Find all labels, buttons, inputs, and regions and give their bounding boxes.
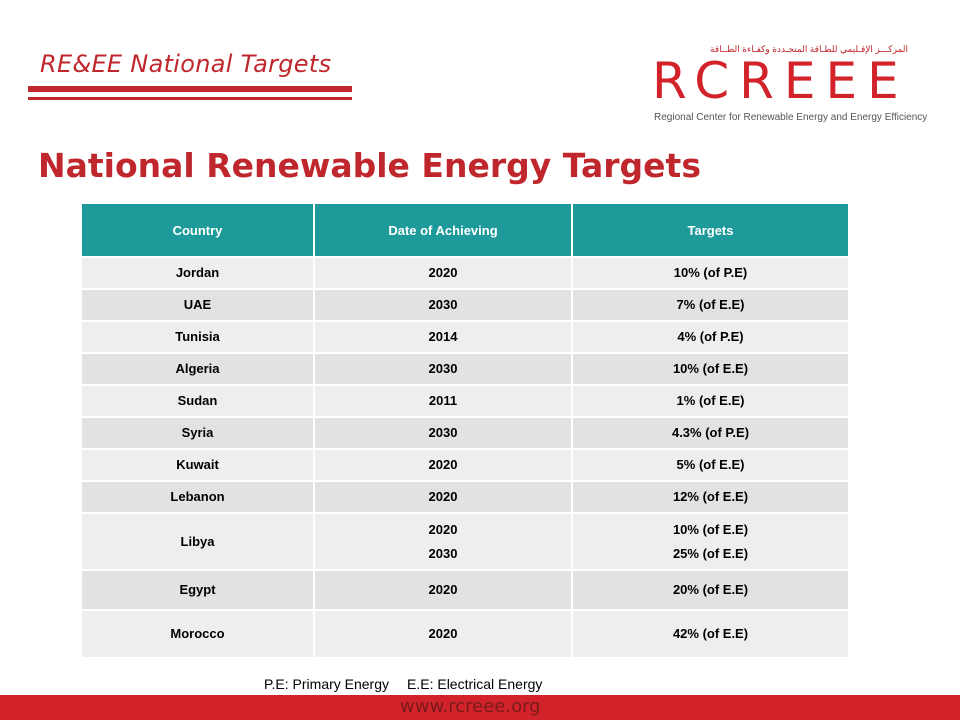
cell-date: 2020	[314, 480, 573, 513]
table-row: Syria 2030 4.3% (of P.E)	[82, 416, 848, 449]
cell-target: 7% (of E.E)	[572, 288, 848, 321]
cell-country-text: Kuwait	[176, 457, 219, 472]
title-rule-thin	[28, 97, 352, 100]
cell-date: 2020	[314, 609, 573, 657]
cell-country: Jordan	[82, 256, 315, 289]
table-header-row: Country Date of Achieving Targets	[82, 204, 848, 257]
cell-date-text: 2030	[428, 297, 458, 312]
cell-target-text: 42% (of E.E)	[672, 626, 749, 641]
cell-date: 2030	[314, 288, 573, 321]
cell-country-text: Jordan	[175, 265, 220, 280]
table-row: Libya 2020 2030 10% (of E.E) 25% (of E.E)	[82, 512, 848, 570]
cell-date: 2011	[314, 384, 573, 417]
column-header-targets: Targets	[572, 204, 848, 257]
column-header-date: Date of Achieving	[314, 204, 573, 257]
cell-target: 10% (of P.E)	[572, 256, 848, 289]
cell-country-text: Libya	[180, 533, 215, 549]
footer-bar: www.rcreee.org	[0, 695, 960, 720]
cell-target: 12% (of E.E)	[572, 480, 848, 513]
cell-date-text: 2020	[428, 265, 458, 280]
targets-table: Country Date of Achieving Targets Jordan…	[82, 204, 848, 657]
cell-country: Tunisia	[82, 320, 315, 353]
cell-date: 2020 2030	[314, 512, 573, 570]
cell-target-text: 10% (of E.E)	[672, 521, 749, 537]
cell-target-text: 1% (of E.E)	[676, 393, 745, 408]
cell-target-text: 7% (of E.E)	[676, 297, 745, 312]
cell-target: 4.3% (of P.E)	[572, 416, 848, 449]
cell-country-text: Algeria	[175, 361, 220, 376]
footnote: P.E: Primary Energy E.E: Electrical Energ…	[264, 676, 560, 692]
cell-date: 2020	[314, 448, 573, 481]
footnote-pe: P.E: Primary Energy	[264, 676, 390, 692]
cell-target-text: 5% (of E.E)	[676, 457, 745, 472]
cell-country-text: Lebanon	[170, 489, 225, 504]
cell-country: UAE	[82, 288, 315, 321]
table-row: Jordan 2020 10% (of P.E)	[82, 256, 848, 289]
logo-mark: RCREEE	[652, 52, 909, 110]
column-header-country: Country	[82, 204, 315, 257]
footer-url[interactable]: www.rcreee.org	[400, 696, 541, 717]
cell-country-text: Tunisia	[175, 329, 220, 344]
cell-target-text: 4% (of P.E)	[677, 329, 744, 344]
cell-country-text: Egypt	[179, 582, 216, 597]
logo-arabic-text: المركـــز الإقـليمي للطـاقة المتجـددة وك…	[710, 44, 908, 54]
cell-target: 10% (of E.E) 25% (of E.E)	[572, 512, 848, 570]
cell-date-text: 2020	[428, 489, 458, 504]
cell-target: 5% (of E.E)	[572, 448, 848, 481]
cell-country-text: UAE	[183, 297, 212, 312]
table-row: Algeria 2030 10% (of E.E)	[82, 352, 848, 385]
section-title: RE&EE National Targets	[40, 50, 332, 78]
cell-target-text: 12% (of E.E)	[672, 489, 749, 504]
cell-country: Morocco	[82, 609, 315, 657]
cell-date-text: 2011	[428, 393, 458, 408]
cell-target-text: 10% (of E.E)	[672, 361, 749, 376]
table-row: Sudan 2011 1% (of E.E)	[82, 384, 848, 417]
cell-country: Algeria	[82, 352, 315, 385]
cell-country: Egypt	[82, 569, 315, 610]
cell-date-text: 2020	[428, 626, 458, 641]
rcreee-logo: المركـــز الإقـليمي للطـاقة المتجـددة وك…	[652, 44, 927, 128]
cell-date-text: 2014	[428, 329, 458, 344]
cell-country: Libya	[82, 512, 315, 570]
cell-target-text: 4.3% (of P.E)	[671, 425, 750, 440]
table-row: Lebanon 2020 12% (of E.E)	[82, 480, 848, 513]
cell-country: Kuwait	[82, 448, 315, 481]
title-rule	[28, 86, 352, 92]
cell-date: 2030	[314, 352, 573, 385]
cell-target: 4% (of P.E)	[572, 320, 848, 353]
table-row: Tunisia 2014 4% (of P.E)	[82, 320, 848, 353]
cell-date-text: 2030	[428, 361, 458, 376]
cell-date-text: 2030	[428, 545, 458, 561]
cell-date: 2030	[314, 416, 573, 449]
table-row: Kuwait 2020 5% (of E.E)	[82, 448, 848, 481]
logo-tagline: Regional Center for Renewable Energy and…	[654, 112, 928, 123]
cell-target: 1% (of E.E)	[572, 384, 848, 417]
table-row: Morocco 2020 42% (of E.E)	[82, 609, 848, 657]
cell-date-text: 2020	[428, 521, 458, 537]
cell-date: 2020	[314, 256, 573, 289]
cell-date: 2020	[314, 569, 573, 610]
cell-country: Syria	[82, 416, 315, 449]
page-title: National Renewable Energy Targets	[38, 146, 701, 185]
cell-country-text: Syria	[181, 425, 214, 440]
cell-target-text: 20% (of E.E)	[672, 582, 749, 597]
cell-country-text: Sudan	[177, 393, 218, 408]
table-row: UAE 2030 7% (of E.E)	[82, 288, 848, 321]
cell-target-text: 25% (of E.E)	[672, 545, 749, 561]
cell-country-text: Morocco	[170, 626, 225, 641]
cell-country: Lebanon	[82, 480, 315, 513]
cell-date: 2014	[314, 320, 573, 353]
cell-date-text: 2030	[428, 425, 458, 440]
cell-target: 20% (of E.E)	[572, 569, 848, 610]
cell-date-text: 2020	[428, 582, 458, 597]
cell-target-text: 10% (of P.E)	[673, 265, 748, 280]
table-body: Jordan 2020 10% (of P.E) UAE 2030 7% (of E.E)…	[82, 256, 848, 657]
cell-target: 42% (of E.E)	[572, 609, 848, 657]
table-row: Egypt 2020 20% (of E.E)	[82, 569, 848, 610]
cell-date-text: 2020	[428, 457, 458, 472]
cell-country: Sudan	[82, 384, 315, 417]
footnote-ee: E.E: Electrical Energy	[407, 676, 543, 692]
cell-target: 10% (of E.E)	[572, 352, 848, 385]
